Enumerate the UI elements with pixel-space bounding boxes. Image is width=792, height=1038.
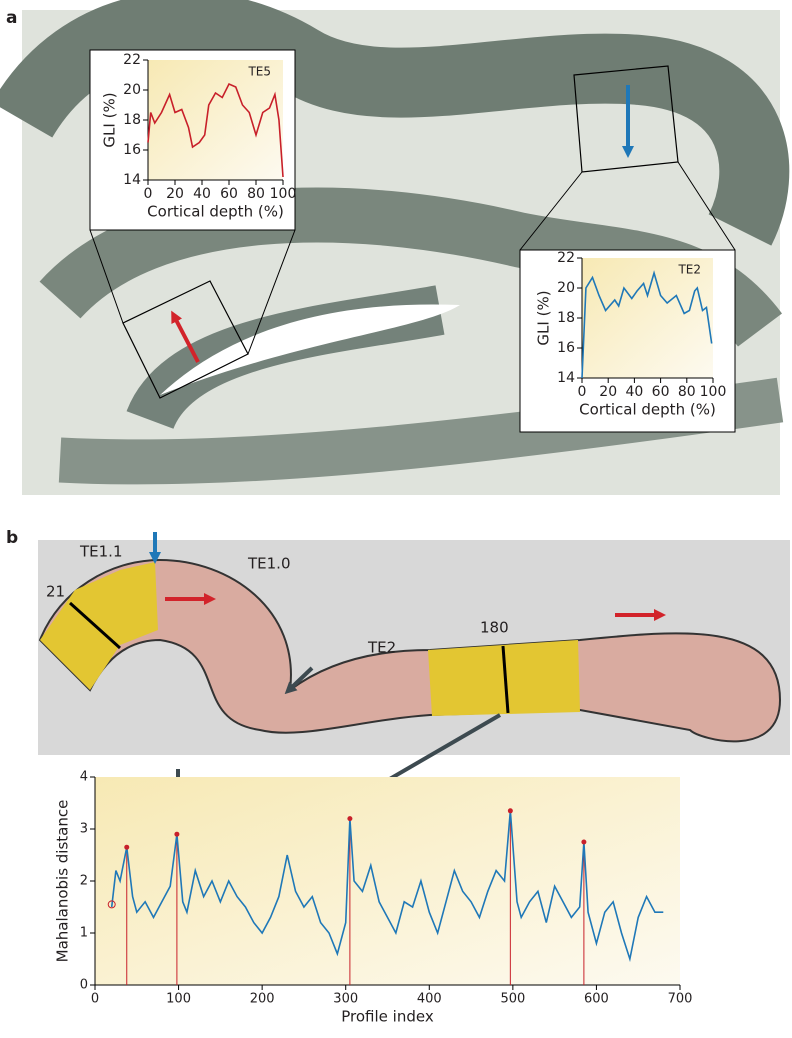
y-tick-label: 1 xyxy=(80,926,88,941)
x-tick-label: 40 xyxy=(193,186,211,202)
x-tick-label: 60 xyxy=(652,384,670,400)
peak-marker xyxy=(124,844,130,850)
region-label: 180 xyxy=(480,619,509,637)
x-tick-label: 0 xyxy=(578,384,587,400)
x-tick-label: 600 xyxy=(584,992,609,1007)
x-tick-label: 200 xyxy=(250,992,275,1007)
data-line xyxy=(581,270,713,379)
y-tick-label: 3 xyxy=(80,822,88,837)
data-line xyxy=(110,810,664,963)
x-axis-label: Cortical depth (%) xyxy=(147,203,284,221)
peak-marker xyxy=(507,808,513,814)
y-tick-label: 14 xyxy=(557,370,575,386)
annotation: TE5 xyxy=(247,65,271,79)
peak-marker xyxy=(347,816,353,822)
x-tick-label: 100 xyxy=(166,992,191,1007)
panel-label: a xyxy=(6,8,17,28)
x-tick-label: 40 xyxy=(625,384,643,400)
y-tick-label: 16 xyxy=(123,142,141,158)
arrow xyxy=(171,310,200,363)
x-tick-label: 500 xyxy=(500,992,525,1007)
x-tick-label: 0 xyxy=(91,992,99,1007)
x-axis-label: Profile index xyxy=(341,1008,434,1026)
x-tick-label: 80 xyxy=(247,186,265,202)
y-axis-label: GLI (%) xyxy=(101,92,119,147)
x-tick-label: 20 xyxy=(599,384,617,400)
data-line xyxy=(147,82,284,178)
annotation: TE2 xyxy=(677,263,701,277)
y-tick-label: 20 xyxy=(123,82,141,98)
x-tick-label: 400 xyxy=(417,992,442,1007)
y-tick-label: 2 xyxy=(80,874,88,889)
y-tick-label: 18 xyxy=(123,112,141,128)
x-tick-label: 100 xyxy=(700,384,727,400)
region-label: TE1.0 xyxy=(247,555,291,573)
x-axis-label: Cortical depth (%) xyxy=(579,401,716,419)
peak-marker xyxy=(174,831,180,837)
y-axis-label: GLI (%) xyxy=(535,290,553,345)
arrow xyxy=(284,666,314,695)
peak-marker xyxy=(581,839,587,845)
y-tick-label: 4 xyxy=(80,770,88,785)
y-tick-label: 22 xyxy=(123,52,141,68)
y-tick-label: 22 xyxy=(557,250,575,266)
y-tick-label: 0 xyxy=(80,978,88,993)
y-tick-label: 14 xyxy=(123,172,141,188)
x-tick-label: 300 xyxy=(333,992,358,1007)
x-tick-label: 20 xyxy=(166,186,184,202)
histology-image-b xyxy=(38,540,790,755)
open-marker xyxy=(107,900,116,909)
plot-background xyxy=(582,258,713,378)
x-tick-label: 60 xyxy=(220,186,238,202)
region-label: 21 xyxy=(46,583,65,601)
plot-background xyxy=(95,777,680,985)
y-tick-label: 20 xyxy=(557,280,575,296)
region-label: TE1.1 xyxy=(79,543,123,561)
x-tick-label: 80 xyxy=(678,384,696,400)
y-axis-label: Mahalanobis distance xyxy=(54,800,72,963)
x-tick-label: 0 xyxy=(144,186,153,202)
x-tick-label: 100 xyxy=(270,186,297,202)
panel-label: b xyxy=(6,528,18,548)
y-tick-label: 18 xyxy=(557,310,575,326)
region-label: TE2 xyxy=(367,639,396,657)
y-tick-label: 16 xyxy=(557,340,575,356)
x-tick-label: 700 xyxy=(668,992,693,1007)
